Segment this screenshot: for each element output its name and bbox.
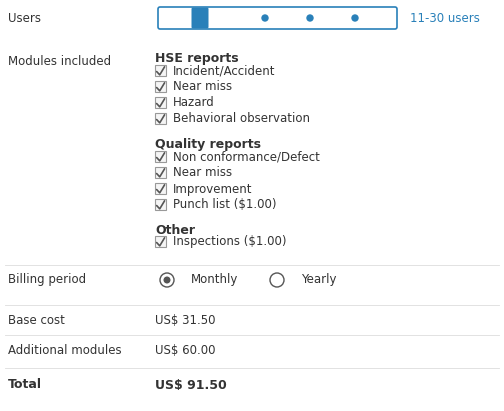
FancyBboxPatch shape	[155, 236, 166, 247]
Text: Yearly: Yearly	[301, 273, 337, 286]
Text: Billing period: Billing period	[8, 273, 86, 286]
FancyBboxPatch shape	[158, 7, 397, 29]
FancyBboxPatch shape	[155, 65, 166, 76]
Text: Near miss: Near miss	[173, 166, 232, 180]
Text: Total: Total	[8, 379, 42, 392]
Text: Incident/Accident: Incident/Accident	[173, 65, 276, 78]
FancyBboxPatch shape	[155, 183, 166, 194]
Text: Users: Users	[8, 12, 41, 25]
Circle shape	[307, 15, 313, 21]
FancyBboxPatch shape	[155, 199, 166, 210]
Text: Non conformance/Defect: Non conformance/Defect	[173, 150, 320, 164]
FancyBboxPatch shape	[155, 168, 166, 178]
Text: Behavioral observation: Behavioral observation	[173, 113, 310, 125]
Text: US$ 91.50: US$ 91.50	[155, 379, 227, 392]
Text: Hazard: Hazard	[173, 97, 215, 109]
Circle shape	[270, 273, 284, 287]
Text: Inspections ($1.00): Inspections ($1.00)	[173, 236, 286, 249]
Circle shape	[262, 15, 268, 21]
Text: Modules included: Modules included	[8, 55, 111, 68]
Text: US$ 60.00: US$ 60.00	[155, 344, 216, 356]
FancyBboxPatch shape	[155, 152, 166, 162]
Text: Improvement: Improvement	[173, 182, 253, 196]
Text: Monthly: Monthly	[191, 273, 238, 286]
Text: Punch list ($1.00): Punch list ($1.00)	[173, 199, 277, 212]
FancyBboxPatch shape	[155, 97, 166, 109]
Text: Near miss: Near miss	[173, 81, 232, 93]
Text: Quality reports: Quality reports	[155, 138, 261, 151]
FancyBboxPatch shape	[155, 81, 166, 92]
Text: US$ 31.50: US$ 31.50	[155, 314, 216, 326]
FancyBboxPatch shape	[192, 7, 209, 28]
Circle shape	[163, 277, 170, 284]
Text: Base cost: Base cost	[8, 314, 65, 326]
Text: Additional modules: Additional modules	[8, 344, 121, 356]
Text: 11-30 users: 11-30 users	[410, 12, 480, 25]
Circle shape	[352, 15, 358, 21]
Text: HSE reports: HSE reports	[155, 52, 238, 65]
Circle shape	[160, 273, 174, 287]
Text: Other: Other	[155, 224, 195, 237]
FancyBboxPatch shape	[155, 113, 166, 125]
